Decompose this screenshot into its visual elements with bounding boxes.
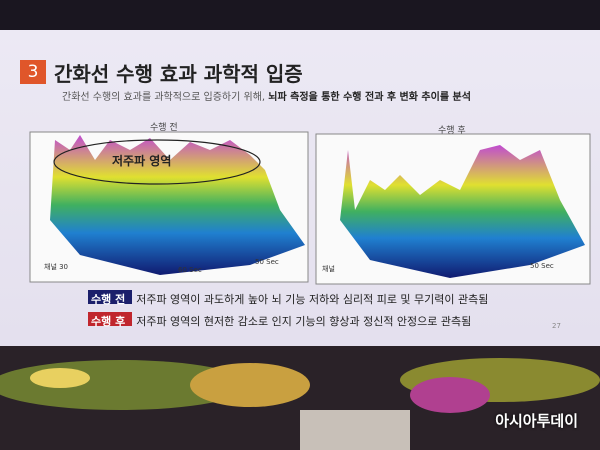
flowers (0, 358, 600, 450)
axis-label: 60 Sec (178, 266, 202, 274)
subtitle: 간화선 수행의 효과를 과학적으로 입증하기 위해, 뇌파 측정을 통한 수행 … (62, 88, 471, 103)
axis-label: 채널 30 (44, 263, 69, 271)
waterfall-after (340, 145, 585, 278)
panel-label: 수행 후 (438, 126, 466, 136)
finding: 수행 전 저주파 영역이 과도하게 높아 뇌 기능 저하와 심리적 피로 및 무기… (88, 290, 488, 308)
finding-text: 저주파 영역이 과도하게 높아 뇌 기능 저하와 심리적 피로 및 무기력이 관… (136, 293, 489, 306)
finding-tag: 수행 전 (91, 293, 126, 306)
axis-label: 50 Sec (255, 258, 279, 266)
axis-label: 50 Sec (530, 262, 554, 270)
annotation: 저주파 영역 (112, 154, 172, 168)
finding-text: 저주파 영역의 현저한 감소로 인지 기능의 향상과 정신적 안정으로 관측됨 (136, 315, 472, 328)
subtitle-bold: 뇌파 측정을 통한 수행 전과 후 변화 추이를 분석 (268, 92, 471, 103)
finding: 수행 후 저주파 영역의 현저한 감소로 인지 기능의 향상과 정신적 안정으로 … (88, 312, 471, 330)
panel-label: 수행 전 (150, 123, 178, 133)
finding-tag: 수행 후 (91, 315, 126, 328)
watermark: 아시아투데이 (495, 412, 578, 430)
page-number: 27 (552, 322, 561, 330)
axis-label: 채널 (322, 265, 335, 273)
tag-bg (88, 290, 132, 304)
highlight-ellipse (53, 139, 261, 185)
subtitle-text: 간화선 수행의 효과를 과학적으로 입증하기 위해, (62, 92, 266, 103)
number-badge: 3 (20, 60, 46, 84)
title: 간화선 수행 효과 과학적 입증 (54, 62, 303, 86)
tag-bg (88, 312, 132, 326)
waterfall-before (50, 135, 305, 275)
